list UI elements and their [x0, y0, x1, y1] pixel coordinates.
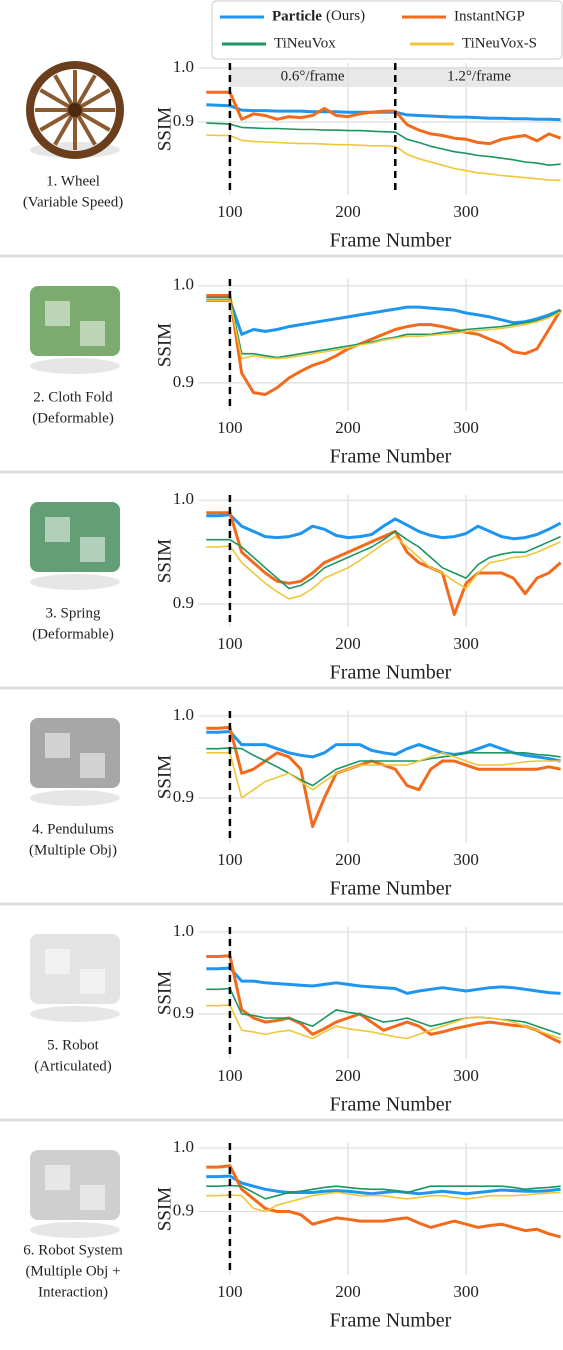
y-tick-label: 1.0	[173, 921, 194, 940]
thumbnail	[30, 934, 120, 1004]
y-tick-label: 0.9	[173, 111, 194, 130]
thumbnail	[45, 301, 70, 326]
y-tick-label: 0.9	[173, 372, 194, 391]
y-tick-label: 0.9	[173, 1200, 194, 1219]
legend-label: TiNeuVox-S	[462, 35, 537, 51]
series-line	[206, 989, 560, 1035]
thumbnail	[80, 1185, 105, 1210]
caption: (Multiple Obj +	[25, 1263, 120, 1279]
y-axis-label: SSIM	[154, 1187, 175, 1231]
x-tick-label: 100	[217, 850, 243, 869]
y-axis-label: SSIM	[154, 971, 175, 1015]
caption: Interaction)	[38, 1284, 108, 1300]
x-tick-label: 100	[217, 634, 243, 653]
legend-label: TiNeuVox	[274, 35, 336, 51]
x-tick-label: 300	[453, 202, 479, 221]
y-axis-label: SSIM	[154, 755, 175, 799]
series-line	[206, 1176, 560, 1194]
thumbnail	[45, 1165, 70, 1190]
thumbnail	[80, 537, 105, 562]
thumbnail-shadow	[30, 1006, 120, 1022]
thumbnail	[30, 1150, 120, 1220]
caption: 2. Cloth Fold	[33, 389, 113, 405]
thumbnail	[68, 103, 82, 117]
x-tick-label: 200	[335, 418, 361, 437]
thumbnail-shadow	[30, 1222, 120, 1238]
band-label: 1.2°/frame	[447, 68, 511, 84]
series-line	[206, 956, 560, 1043]
x-axis-label: Frame Number	[330, 230, 452, 252]
x-axis-label: Frame Number	[330, 446, 452, 468]
x-tick-label: 200	[335, 1282, 361, 1301]
thumbnail	[45, 733, 70, 758]
series-line	[206, 968, 560, 993]
x-tick-label: 100	[217, 1282, 243, 1301]
thumbnail	[45, 949, 70, 974]
caption: (Deformable)	[32, 410, 114, 426]
x-tick-label: 100	[217, 418, 243, 437]
y-axis-label: SSIM	[154, 323, 175, 367]
y-tick-label: 0.9	[173, 1003, 194, 1022]
y-tick-label: 0.9	[173, 787, 194, 806]
y-tick-label: 1.0	[173, 489, 194, 508]
figure: Particle(Ours) InstantNGP TiNeuVox TiNeuVox…	[0, 0, 563, 1350]
x-tick-label: 200	[335, 1066, 361, 1085]
thumbnail	[30, 502, 120, 572]
caption: (Multiple Obj)	[29, 842, 117, 858]
x-tick-label: 300	[453, 634, 479, 653]
thumbnail-shadow	[30, 790, 120, 806]
x-tick-label: 300	[453, 1066, 479, 1085]
y-tick-label: 1.0	[173, 1137, 194, 1156]
caption: (Deformable)	[32, 626, 114, 642]
thumbnail	[80, 753, 105, 778]
y-tick-label: 1.0	[173, 275, 194, 294]
thumbnail	[80, 969, 105, 994]
series-line	[206, 753, 560, 798]
caption: 6. Robot System	[23, 1242, 123, 1258]
band-label: 0.6°/frame	[281, 68, 345, 84]
caption: 1. Wheel	[46, 173, 100, 189]
x-tick-label: 300	[453, 418, 479, 437]
caption: (Variable Speed)	[23, 194, 123, 210]
x-tick-label: 200	[335, 850, 361, 869]
series-line	[206, 732, 560, 762]
y-tick-label: 0.9	[173, 593, 194, 612]
x-tick-label: 300	[453, 850, 479, 869]
x-tick-label: 100	[217, 1066, 243, 1085]
legend-note: (Ours)	[326, 8, 365, 24]
caption: 5. Robot	[47, 1037, 100, 1053]
thumbnail	[30, 286, 120, 356]
x-tick-label: 100	[217, 202, 243, 221]
x-axis-label: Frame Number	[330, 1310, 452, 1332]
y-tick-label: 1.0	[173, 57, 194, 76]
x-axis-label: Frame Number	[330, 1094, 452, 1116]
x-tick-label: 200	[335, 634, 361, 653]
thumbnail	[30, 718, 120, 788]
y-axis-label: SSIM	[154, 107, 175, 151]
series-line	[206, 727, 560, 826]
x-tick-label: 300	[453, 1282, 479, 1301]
series-line	[206, 531, 560, 588]
thumbnail	[80, 321, 105, 346]
thumbnail	[45, 517, 70, 542]
series-line	[206, 135, 560, 180]
y-axis-label: SSIM	[154, 539, 175, 583]
caption: 3. Spring	[45, 605, 101, 621]
x-axis-label: Frame Number	[330, 878, 452, 900]
legend-label: Particle(Ours)	[272, 8, 365, 24]
thumbnail-shadow	[30, 574, 120, 590]
legend-label: InstantNGP	[454, 8, 525, 24]
x-tick-label: 200	[335, 202, 361, 221]
y-tick-label: 1.0	[173, 705, 194, 724]
caption: (Articulated)	[34, 1058, 111, 1074]
x-axis-label: Frame Number	[330, 662, 452, 684]
series-line	[206, 300, 560, 334]
thumbnail-shadow	[30, 358, 120, 374]
caption: 4. Pendulums	[32, 821, 114, 837]
series-line	[206, 123, 560, 165]
series-line	[206, 1166, 560, 1237]
